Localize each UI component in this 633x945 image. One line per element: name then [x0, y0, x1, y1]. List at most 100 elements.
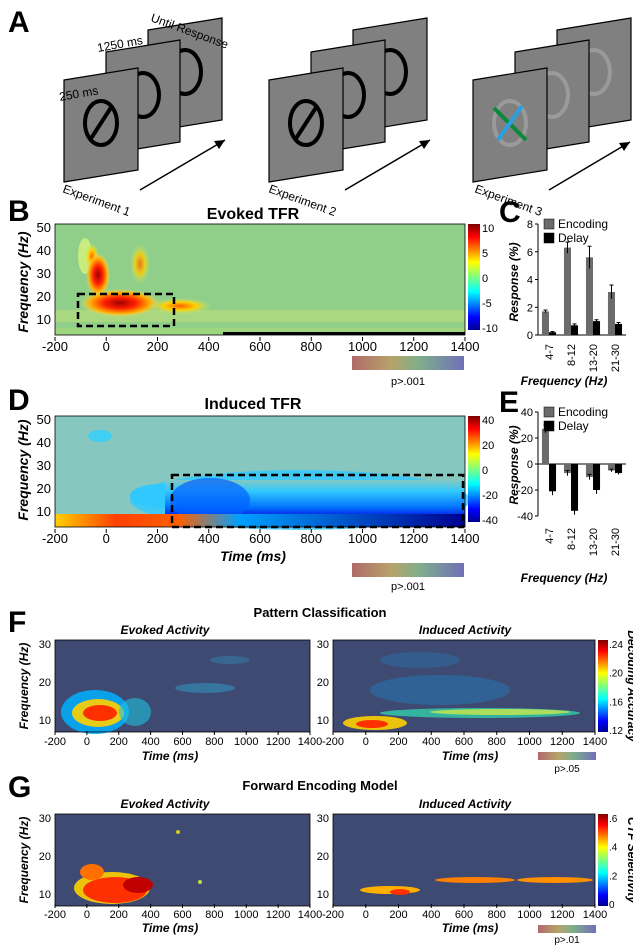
panel-g-cbar-tick-label: .6	[609, 814, 618, 825]
panel-f-right-xtick-label: 600	[455, 736, 473, 748]
panel-g-right-ytick-label: 10	[317, 889, 329, 901]
panel-d-ytick-label: 30	[37, 458, 51, 473]
panel-f-right-ytick-label: 30	[317, 639, 329, 651]
panel-b-cbar-tick-label: -5	[482, 298, 492, 310]
panel-d-ytick-label: 40	[37, 435, 51, 450]
panel-d-xtick-label: 1200	[399, 531, 428, 546]
bar-delay	[549, 332, 557, 335]
panel-f-significance-bar	[538, 752, 596, 760]
panel-g-right-xtick-label: 600	[455, 909, 473, 921]
panel-b-xtick-label: 400	[198, 339, 220, 354]
legend-label-delay: Delay	[558, 419, 589, 433]
panel-g-left-xtick-label: 600	[173, 909, 191, 921]
panel-f-cbar-tick-label: .24	[609, 640, 623, 651]
panel-g-left-ytick-label: 10	[39, 889, 51, 901]
legend-label-encoding: Encoding	[558, 217, 608, 231]
panel-g-left-xtick-label: 1200	[266, 909, 290, 921]
panel-d-xtick-label: 200	[147, 531, 169, 546]
legend-label-delay: Delay	[558, 231, 589, 245]
panel-g-left-xtick-label: 1400	[298, 909, 322, 921]
panel-f-right-xlabel: Time (ms)	[442, 749, 498, 763]
panel-d-xtick-label: -200	[42, 531, 68, 546]
y-tick-label: -40	[517, 511, 533, 523]
panel-f-cbar-tick-label: .20	[609, 669, 623, 680]
panel-b-significance-bar	[352, 356, 464, 370]
bar-delay	[571, 325, 579, 335]
panel-g-left-ytick-label: 30	[39, 813, 51, 825]
panel-g-ylabel: Frequency (Hz)	[17, 817, 31, 904]
panel-f-evoked-map	[54, 639, 311, 734]
panel-f-right-xtick-label: -200	[322, 736, 344, 748]
panel-f-colorbar	[598, 640, 608, 732]
experiment-1-diagram: 250 ms 1250 ms Until Response Experiment…	[58, 11, 230, 219]
panel-letter-a: A	[8, 6, 30, 39]
duration-250-label: 250 ms	[58, 83, 99, 104]
panel-f-left-ytick-label: 10	[39, 715, 51, 727]
category-label: 13-20	[588, 528, 600, 556]
panel-b-colorbar	[468, 224, 480, 330]
panel-f-right-xtick-label: 1400	[583, 736, 607, 748]
category-label: 4-7	[544, 344, 556, 360]
panel-f-colorbar-label: Decoding Accuracy	[625, 630, 633, 743]
y-tick-label: 20	[521, 433, 533, 445]
panel-g-left-xtick-label: 1000	[234, 909, 258, 921]
category-label: 21-30	[610, 528, 622, 556]
y-tick-label: 8	[527, 219, 533, 231]
panel-g-pnote: p>.01	[554, 935, 580, 945]
panel-f-induced-map	[332, 639, 596, 733]
bar-encoding	[563, 464, 571, 474]
panel-g-right-xtick-label: 400	[422, 909, 440, 921]
panel-d-cbar-tick-label: 0	[482, 465, 488, 477]
panel-g-right-ytick-label: 30	[317, 813, 329, 825]
panel-g-left-ytick-label: 20	[39, 851, 51, 863]
panel-f-right-xtick-label: 200	[389, 736, 407, 748]
panel-e-bar-chart: 40 20 0 -20 -40 4-7 8-12 13-20 21-30 EncodingDela…	[517, 405, 626, 556]
panel-b-ytick-label: 10	[37, 312, 51, 327]
panel-b-ylabel: Frequency (Hz)	[15, 231, 31, 332]
evoked-roi-box	[76, 292, 176, 328]
bar-encoding	[541, 311, 549, 335]
legend-label-encoding: Encoding	[558, 405, 608, 419]
panel-b-ytick-label: 40	[37, 243, 51, 258]
panel-d-cbar-tick-label: -20	[482, 490, 498, 502]
induced-roi-box	[170, 473, 465, 529]
legend-swatch-encoding	[543, 406, 555, 418]
panel-f-left-xtick-label: 200	[110, 736, 128, 748]
bar-delay	[571, 464, 579, 511]
panel-letter-c: C	[499, 196, 521, 229]
category-label: 21-30	[610, 344, 622, 372]
bar-delay	[615, 323, 623, 335]
panel-g-induced-map	[332, 813, 596, 907]
y-tick-label: 2	[527, 302, 533, 314]
y-tick-label: 0	[527, 459, 533, 471]
panel-b-cbar-tick-label: -10	[482, 323, 498, 335]
panel-d-cbar-tick-label: 40	[482, 415, 494, 427]
panel-b-xtick-label: 1400	[451, 339, 480, 354]
legend-swatch-encoding	[543, 218, 555, 230]
panel-f-left-xtick-label: 0	[84, 736, 90, 748]
panel-d-x-ticks: -200 0 200 400 600 800 1000 1200 1400	[42, 529, 479, 546]
panel-f-left-subtitle: Evoked Activity	[121, 623, 211, 637]
panel-e-ylabel: Response (%)	[507, 425, 521, 504]
panel-f-left-ytick-label: 20	[39, 677, 51, 689]
panel-g-left-xtick-label: 200	[110, 909, 128, 921]
panel-f-right-subtitle: Induced Activity	[419, 623, 513, 637]
bar-delay	[593, 321, 601, 335]
panel-letter-d: D	[8, 384, 30, 417]
panel-b-x-ticks: -200 0 200 400 600 800 1000 1200 1400	[42, 337, 479, 354]
panel-f-left-xlabel: Time (ms)	[142, 749, 198, 763]
bar-encoding	[607, 291, 615, 335]
legend-swatch-delay	[543, 420, 555, 432]
y-tick-label: 0	[527, 330, 533, 342]
panel-d-ylabel: Frequency (Hz)	[15, 419, 31, 520]
panel-g-title: Forward Encoding Model	[242, 778, 397, 793]
panel-g-colorbar	[598, 814, 608, 906]
bar-encoding	[607, 464, 615, 471]
experiment-1-label: Experiment 1	[61, 182, 133, 219]
panel-b-xtick-label: 1200	[399, 339, 428, 354]
panel-f-left-xtick-label: 800	[205, 736, 223, 748]
panel-d-y-ticks: 50 40 30 20 10	[37, 412, 51, 519]
panel-g-colorbar-ticks: .6 .4 .2 0	[609, 814, 618, 911]
